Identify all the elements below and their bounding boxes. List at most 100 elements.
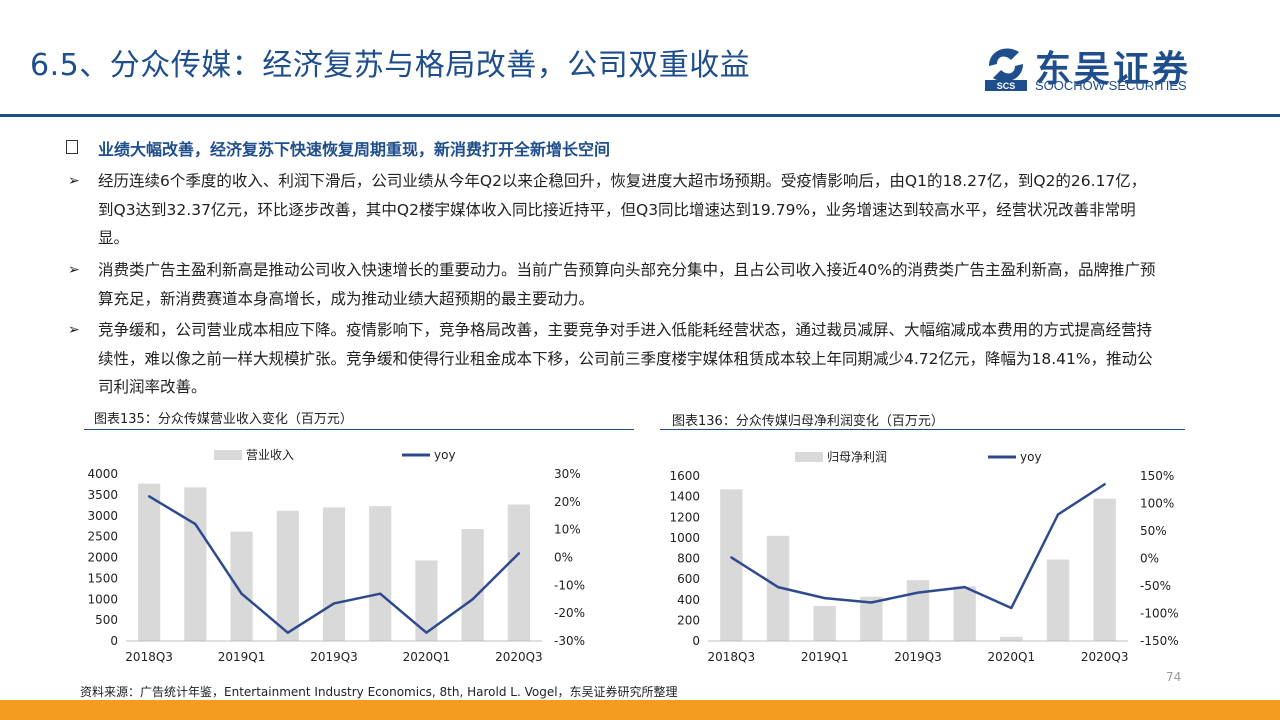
yoy-point xyxy=(1056,513,1060,516)
bottom-accent-bar xyxy=(0,700,1280,720)
bar-mark xyxy=(813,605,836,641)
x-tick-label: 2019Q1 xyxy=(218,650,266,664)
legend-line-label: yoy xyxy=(434,448,456,462)
y-left-tick-label: 1500 xyxy=(87,571,118,585)
x-tick-label: 2018Q3 xyxy=(125,650,173,664)
x-tick-label: 2020Q3 xyxy=(1081,650,1129,664)
logo-english: SOOCHOW SECURITIES xyxy=(1035,78,1187,93)
y-left-tick-label: 2500 xyxy=(87,530,118,544)
y-right-tick-label: -50% xyxy=(1140,579,1171,593)
bar-mark xyxy=(953,586,976,641)
square-bullet-icon xyxy=(66,140,78,154)
page-title: 6.5、分众传媒：经济复苏与格局改善，公司双重收益 xyxy=(30,48,751,83)
yoy-point xyxy=(870,601,873,604)
bar-mark xyxy=(1093,498,1116,641)
y-right-tick-label: 30% xyxy=(554,467,581,481)
chart-1-caption-rule xyxy=(84,429,634,430)
yoy-point xyxy=(471,598,474,601)
bullet-text-3: 竞争缓和，公司营业成本相应下降。疫情影响下，竞争格局改善，主要竞争对手进入低能耗… xyxy=(98,321,1153,396)
arrow-bullet-icon: ➢ xyxy=(68,173,80,189)
legend-bar-swatch xyxy=(795,452,823,462)
chart-1-caption: 图表135：分众传媒营业收入变化（百万元） xyxy=(94,412,353,427)
y-left-tick-label: 500 xyxy=(95,613,118,627)
bar-mark xyxy=(415,560,438,641)
y-right-tick-label: 0% xyxy=(1140,552,1159,566)
yoy-point xyxy=(286,631,289,634)
bullet-text-1: 经历连续6个季度的收入、利润下滑后，公司业绩从今年Q2以来企稳回升，恢复进度大超… xyxy=(98,172,1147,247)
y-left-tick-label: 0 xyxy=(110,634,118,648)
yoy-point xyxy=(776,585,780,589)
bar-mark xyxy=(906,580,930,641)
y-right-tick-label: 100% xyxy=(1140,497,1174,511)
bar-mark xyxy=(507,504,530,641)
y-left-tick-label: 1000 xyxy=(669,531,700,545)
legend-bar-label: 营业收入 xyxy=(246,448,294,462)
y-left-tick-label: 1400 xyxy=(669,490,700,504)
y-left-tick-label: 4000 xyxy=(87,467,118,481)
yoy-point xyxy=(332,602,336,605)
bar-mark xyxy=(766,535,790,641)
yoy-point xyxy=(730,556,733,559)
legend-line-label: yoy xyxy=(1020,450,1042,464)
header-divider xyxy=(0,114,1280,117)
yoy-point xyxy=(194,522,197,526)
y-right-tick-label: -30% xyxy=(554,634,585,648)
y-right-tick-label: 10% xyxy=(554,523,581,537)
bullet-text-2: 消费类广告主盈利新高是推动公司收入快速增长的重要动力。当前广告预算向头部充分集中… xyxy=(98,261,1156,308)
logo-mark-icon: SCS xyxy=(985,48,1027,91)
y-left-tick-label: 800 xyxy=(677,552,700,566)
chart-2-caption: 图表136：分众传媒归母净利润变化（百万元） xyxy=(672,414,944,429)
yoy-point xyxy=(963,585,966,589)
yoy-point xyxy=(916,591,920,594)
y-left-tick-label: 3500 xyxy=(87,488,118,502)
y-left-tick-label: 400 xyxy=(677,593,700,607)
bullet-paragraph-3: ➢ 竞争缓和，公司营业成本相应下降。疫情影响下，竞争格局改善，主要竞争对手进入低… xyxy=(68,316,1158,402)
yoy-point xyxy=(425,631,428,634)
brand-logo: SCS 东吴证券 SOOCHOW SECURITIES xyxy=(983,42,1208,94)
y-left-tick-label: 1000 xyxy=(87,592,118,606)
bar-mark xyxy=(720,489,743,641)
yoy-point xyxy=(1103,483,1106,486)
bullet-paragraph-1: ➢ 经历连续6个季度的收入、利润下滑后，公司业绩从今年Q2以来企稳回升，恢复进度… xyxy=(68,167,1158,253)
bar-mark xyxy=(369,506,392,641)
yoy-point xyxy=(147,495,151,498)
logo-chinese: 东吴证券 xyxy=(1035,49,1192,90)
x-tick-label: 2018Q3 xyxy=(708,650,756,664)
bar-mark xyxy=(276,510,299,641)
arrow-bullet-icon: ➢ xyxy=(68,262,80,278)
y-right-tick-label: 50% xyxy=(1140,524,1167,538)
y-right-tick-label: 0% xyxy=(554,551,573,565)
source-note: 资料来源：广告统计年鉴，Entertainment Industry Econo… xyxy=(80,685,678,699)
bar-mark xyxy=(230,531,253,641)
bullet-paragraph-2: ➢ 消费类广告主盈利新高是推动公司收入快速增长的重要动力。当前广告预算向头部充分… xyxy=(68,256,1158,313)
net-profit-chart: 归母净利润 yoy 1600 1400 1200 1000 800 600 400 200 0 150… xyxy=(669,450,1179,664)
x-tick-label: 2020Q1 xyxy=(988,650,1036,664)
y-right-tick-label: -150% xyxy=(1140,634,1179,648)
bar-mark xyxy=(461,529,484,641)
revenue-chart: 营业收入 yoy 4000 3500 3000 2500 2000 1500 1000 500 0 3… xyxy=(87,448,585,664)
yoy-point xyxy=(517,552,521,555)
y-right-tick-label: -20% xyxy=(554,606,585,620)
y-left-tick-label: 2000 xyxy=(87,551,118,565)
y-right-tick-label: -10% xyxy=(554,578,585,592)
bar-mark xyxy=(322,507,346,641)
bar-mark xyxy=(1000,636,1023,641)
y-right-tick-label: 20% xyxy=(554,495,581,509)
y-left-tick-label: 0 xyxy=(692,634,700,648)
yoy-point xyxy=(1010,606,1013,610)
section-heading-text: 业绩大幅改善，经济复苏下快速恢复周期重现，新消费打开全新增长空间 xyxy=(98,140,611,159)
y-left-tick-label: 1600 xyxy=(669,469,700,483)
y-left-tick-label: 200 xyxy=(677,613,700,627)
bar-mark xyxy=(1046,559,1070,641)
x-tick-label: 2019Q3 xyxy=(310,650,358,664)
legend-bar-swatch xyxy=(214,450,242,460)
x-tick-label: 2019Q3 xyxy=(894,650,942,664)
bar-mark xyxy=(184,487,207,641)
y-left-tick-label: 600 xyxy=(677,572,700,586)
x-tick-label: 2020Q1 xyxy=(403,650,451,664)
page-number: 74 xyxy=(1166,670,1182,684)
yoy-point xyxy=(823,596,826,600)
x-tick-label: 2020Q3 xyxy=(495,650,543,664)
y-left-tick-label: 1200 xyxy=(669,510,700,524)
bar-mark xyxy=(138,483,161,641)
